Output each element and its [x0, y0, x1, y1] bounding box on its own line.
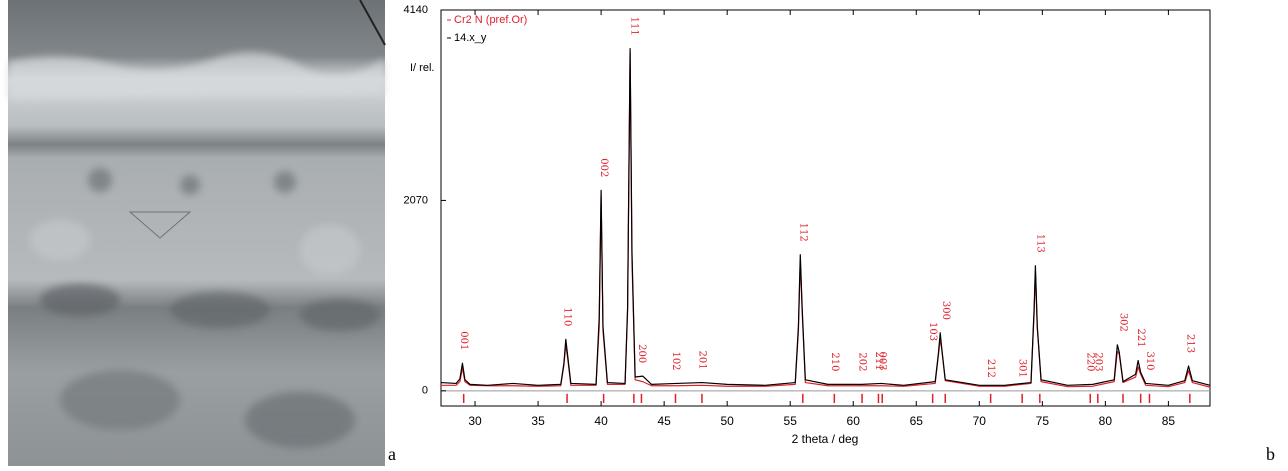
- x-tick-label: 45: [657, 414, 671, 428]
- x-tick-label: 65: [910, 414, 924, 428]
- panel-label: b: [1266, 444, 1275, 464]
- legend-label: Cr2 N (pref.Or): [454, 14, 527, 26]
- x-tick-label: 75: [1036, 414, 1050, 428]
- reflection-label: 112: [797, 223, 808, 242]
- plot-frame: [440, 9, 1211, 407]
- x-axis-label: 2 theta / deg: [792, 432, 859, 446]
- series-line: [441, 51, 1211, 388]
- reflection-label: 211: [873, 351, 884, 370]
- reflection-label: 201: [696, 351, 707, 370]
- series-line: [440, 48, 1211, 386]
- reflection-label: 113: [1034, 234, 1045, 253]
- reflection-label: 310: [1144, 351, 1155, 370]
- x-tick-label: 60: [847, 414, 861, 428]
- reflection-label: 110: [562, 307, 573, 326]
- legend-label: 14.x_y: [454, 32, 487, 44]
- x-tick-label: 85: [1162, 414, 1176, 428]
- micrograph: [8, 0, 386, 466]
- reflection-label: 200: [636, 344, 647, 363]
- reflection-label: 002: [598, 158, 609, 177]
- x-tick-label: 50: [720, 414, 734, 428]
- reflection-label: 111: [628, 17, 639, 36]
- reflection-label: 210: [829, 352, 840, 371]
- y-tick-label: 4140: [404, 4, 428, 16]
- reflection-label: 102: [670, 351, 681, 370]
- reflection-label: 302: [1118, 313, 1129, 332]
- reflection-label: 220: [1085, 352, 1096, 371]
- y-axis-label: I/ rel.: [410, 62, 434, 74]
- y-tick-label: 2070: [404, 194, 428, 206]
- reflection-label: 300: [940, 301, 951, 320]
- x-tick-label: 55: [784, 414, 798, 428]
- reflection-label: 103: [927, 322, 938, 341]
- x-tick-label: 30: [468, 414, 482, 428]
- reflection-label: 212: [985, 359, 996, 378]
- x-tick-label: 70: [973, 414, 987, 428]
- reflection-label: 213: [1184, 334, 1195, 353]
- panel-label: a: [388, 444, 396, 464]
- reflection-label: 203: [1092, 352, 1103, 371]
- y-tick-label: 0: [422, 385, 428, 397]
- x-tick-label: 35: [531, 414, 545, 428]
- x-tick-label: 80: [1099, 414, 1113, 428]
- reflection-label: 301: [1017, 359, 1028, 378]
- reflection-label: 003: [877, 351, 888, 370]
- reflection-label: 221: [1135, 328, 1146, 347]
- reflection-label: 001: [458, 331, 469, 350]
- x-tick-label: 40: [594, 414, 608, 428]
- reflection-label: 202: [857, 352, 868, 371]
